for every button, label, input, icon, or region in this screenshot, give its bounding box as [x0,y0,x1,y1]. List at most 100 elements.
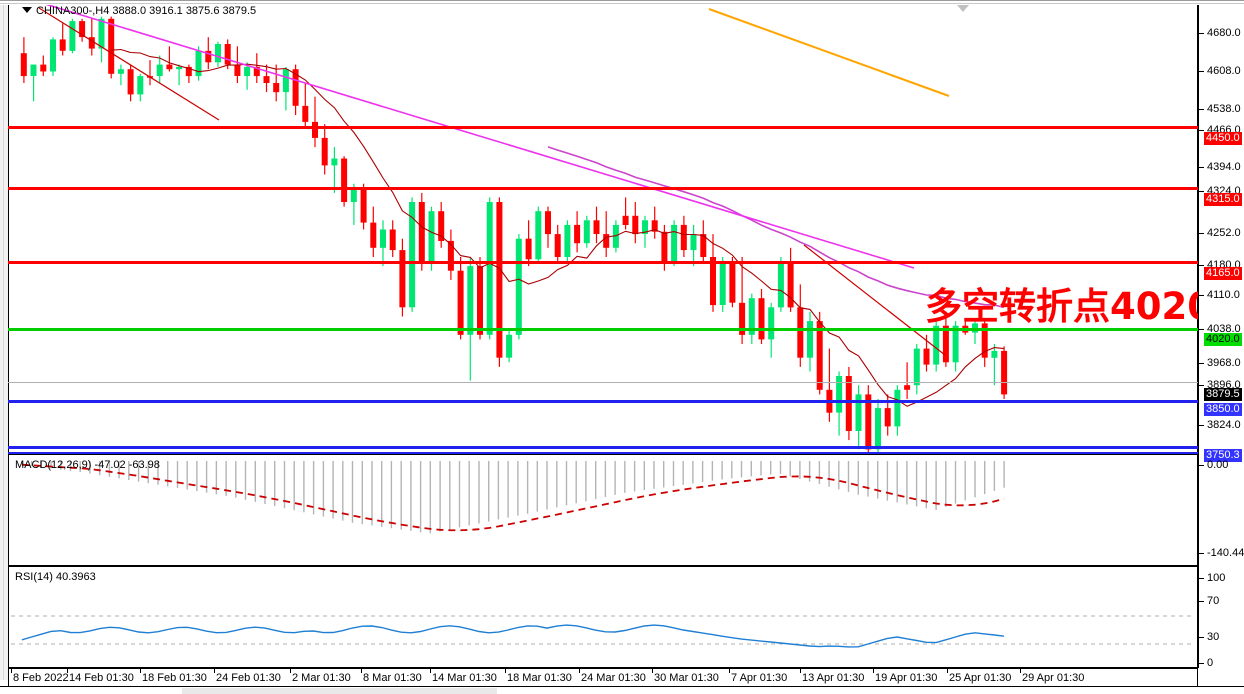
price-axis-tick [1199,71,1204,72]
candlestick [399,250,406,308]
price-axis-tick [1199,295,1204,296]
candlestick [224,44,231,65]
macd-axis-tick [1199,553,1204,554]
candlestick [816,321,823,390]
rsi-axis-tick [1199,578,1204,579]
level-line-resistance-4165[interactable] [8,261,1198,264]
price-axis-label: 3968.0 [1207,357,1241,369]
level-line-support-3850[interactable] [8,400,1198,403]
price-level-chip-3850-0[interactable]: 3850.0 [1204,403,1242,416]
rsi-axis-label: 0 [1207,657,1214,669]
time-axis-label: 24 Feb 01:30 [216,672,281,684]
price-axis-tick [1199,425,1204,426]
level-line-resistance-4315[interactable] [8,187,1198,190]
candlestick [923,348,930,365]
time-axis-tick [361,669,362,673]
candlestick [933,325,940,365]
macd-signal-line [21,463,1005,532]
candlestick [612,224,619,248]
candlestick [739,302,746,335]
level-line-support-3750-lower[interactable] [8,452,1198,454]
candlestick [360,188,367,223]
price-axis-label: 4324.0 [1207,185,1241,197]
horizontal-scrollbar[interactable] [0,686,1244,694]
rsi-axis-label: 70 [1207,595,1220,607]
time-axis-label: 29 Apr 01:30 [1022,672,1085,684]
time-axis[interactable]: 8 Feb 2022 14 Feb 01:30 18 Feb 01:30 24 Feb… [8,668,1198,686]
level-line-current-3879[interactable] [8,382,1198,383]
candlestick [447,240,454,271]
candlestick [98,18,105,49]
candlestick [418,202,425,262]
level-line-support-3750[interactable] [8,446,1198,449]
price-level-chip-3750-3[interactable]: 3750.3 [1204,449,1242,462]
candlestick [710,257,716,306]
time-axis-label: 2 Mar 01:30 [292,672,351,684]
candlestick [69,21,76,51]
trendline-red-topleft[interactable] [38,7,220,121]
scrollbar-track-segment[interactable] [0,688,182,694]
price-axis-tick [1199,191,1204,192]
symbol-label[interactable]: CHINA300-,H4 3888.0 3916.1 3875.6 3879.5 [22,5,256,17]
candlestick [79,21,86,38]
candlestick [700,234,707,257]
trendline-magenta[interactable] [9,5,915,269]
candlestick [496,202,503,358]
candlestick [632,215,639,235]
candlestick [176,66,183,70]
time-axis-tick [430,669,431,673]
symbol-text: CHINA300-,H4 3888.0 3916.1 3875.6 3879.5 [36,5,257,17]
price-axis-label: 3896.0 [1207,379,1241,391]
time-axis-tick [652,669,653,673]
macd-canvas [21,461,1005,534]
candlestick [758,298,765,340]
candlestick [341,158,348,202]
price-level-chip-4165-0[interactable]: 4165.0 [1204,267,1242,280]
time-axis-label: 18 Feb 01:30 [142,672,207,684]
price-axis-label: 4680.0 [1207,27,1241,39]
candlestick [671,224,678,262]
candlestick [409,202,416,308]
candlestick [380,229,386,248]
price-axis-tick [1199,363,1204,364]
price-level-chip-4315-0[interactable]: 4315.0 [1204,193,1242,206]
price-level-chip-4020-0[interactable]: 4020.0 [1204,333,1242,346]
price-axis[interactable]: 4680.0 4608.0 4538.0 4466.0 4450.0 4394.0 4324… [1198,5,1244,669]
time-axis-tick [67,669,68,673]
price-chart-pane[interactable] [8,5,1198,454]
candlestick [748,298,755,335]
scrollbar-thumb[interactable] [182,688,497,694]
pivot-annotation-text: 多空转折点4020 [925,285,1213,328]
time-axis-label: 8 Mar 01:30 [363,672,422,684]
price-axis-tick [1199,265,1204,266]
candlestick [622,215,629,225]
level-line-resistance-4450[interactable] [8,126,1198,129]
level-line-pivot-4020[interactable] [8,328,1198,331]
price-axis-label: 4608.0 [1207,65,1241,77]
time-axis-tick [505,669,506,673]
time-axis-label: 7 Apr 01:30 [731,672,788,684]
time-axis-label: 8 Feb 2022 [13,672,69,684]
trendline-orange[interactable] [708,8,950,97]
candlestick [127,69,134,95]
macd-axis-label: -140.44 [1207,547,1244,559]
rsi-pane[interactable]: RSI(14) 40.3963 [8,566,1198,668]
macd-pane[interactable]: MACD(12,26,9) -47.02 -63.98 [8,454,1198,566]
time-axis-tick [800,669,801,673]
price-axis-tick [1199,130,1204,131]
scrollbar-track-segment[interactable] [497,688,1244,694]
chevron-down-icon[interactable] [22,7,32,14]
candlestick [913,348,920,386]
left-rail-divider [3,5,4,680]
time-axis-label: 13 Apr 01:30 [802,672,865,684]
candlestick [680,224,687,251]
candlestick [875,408,881,450]
candlestick [108,18,115,74]
price-level-chip-3879-5[interactable]: 3879.5 [1204,388,1242,401]
time-axis-tick [140,669,141,673]
price-axis-label: 3824.0 [1207,419,1241,431]
candlestick [855,394,862,431]
candlestick [525,238,532,260]
price-level-chip-4450-0[interactable]: 4450.0 [1204,132,1242,145]
macd-axis-label: 0.00 [1207,459,1229,471]
